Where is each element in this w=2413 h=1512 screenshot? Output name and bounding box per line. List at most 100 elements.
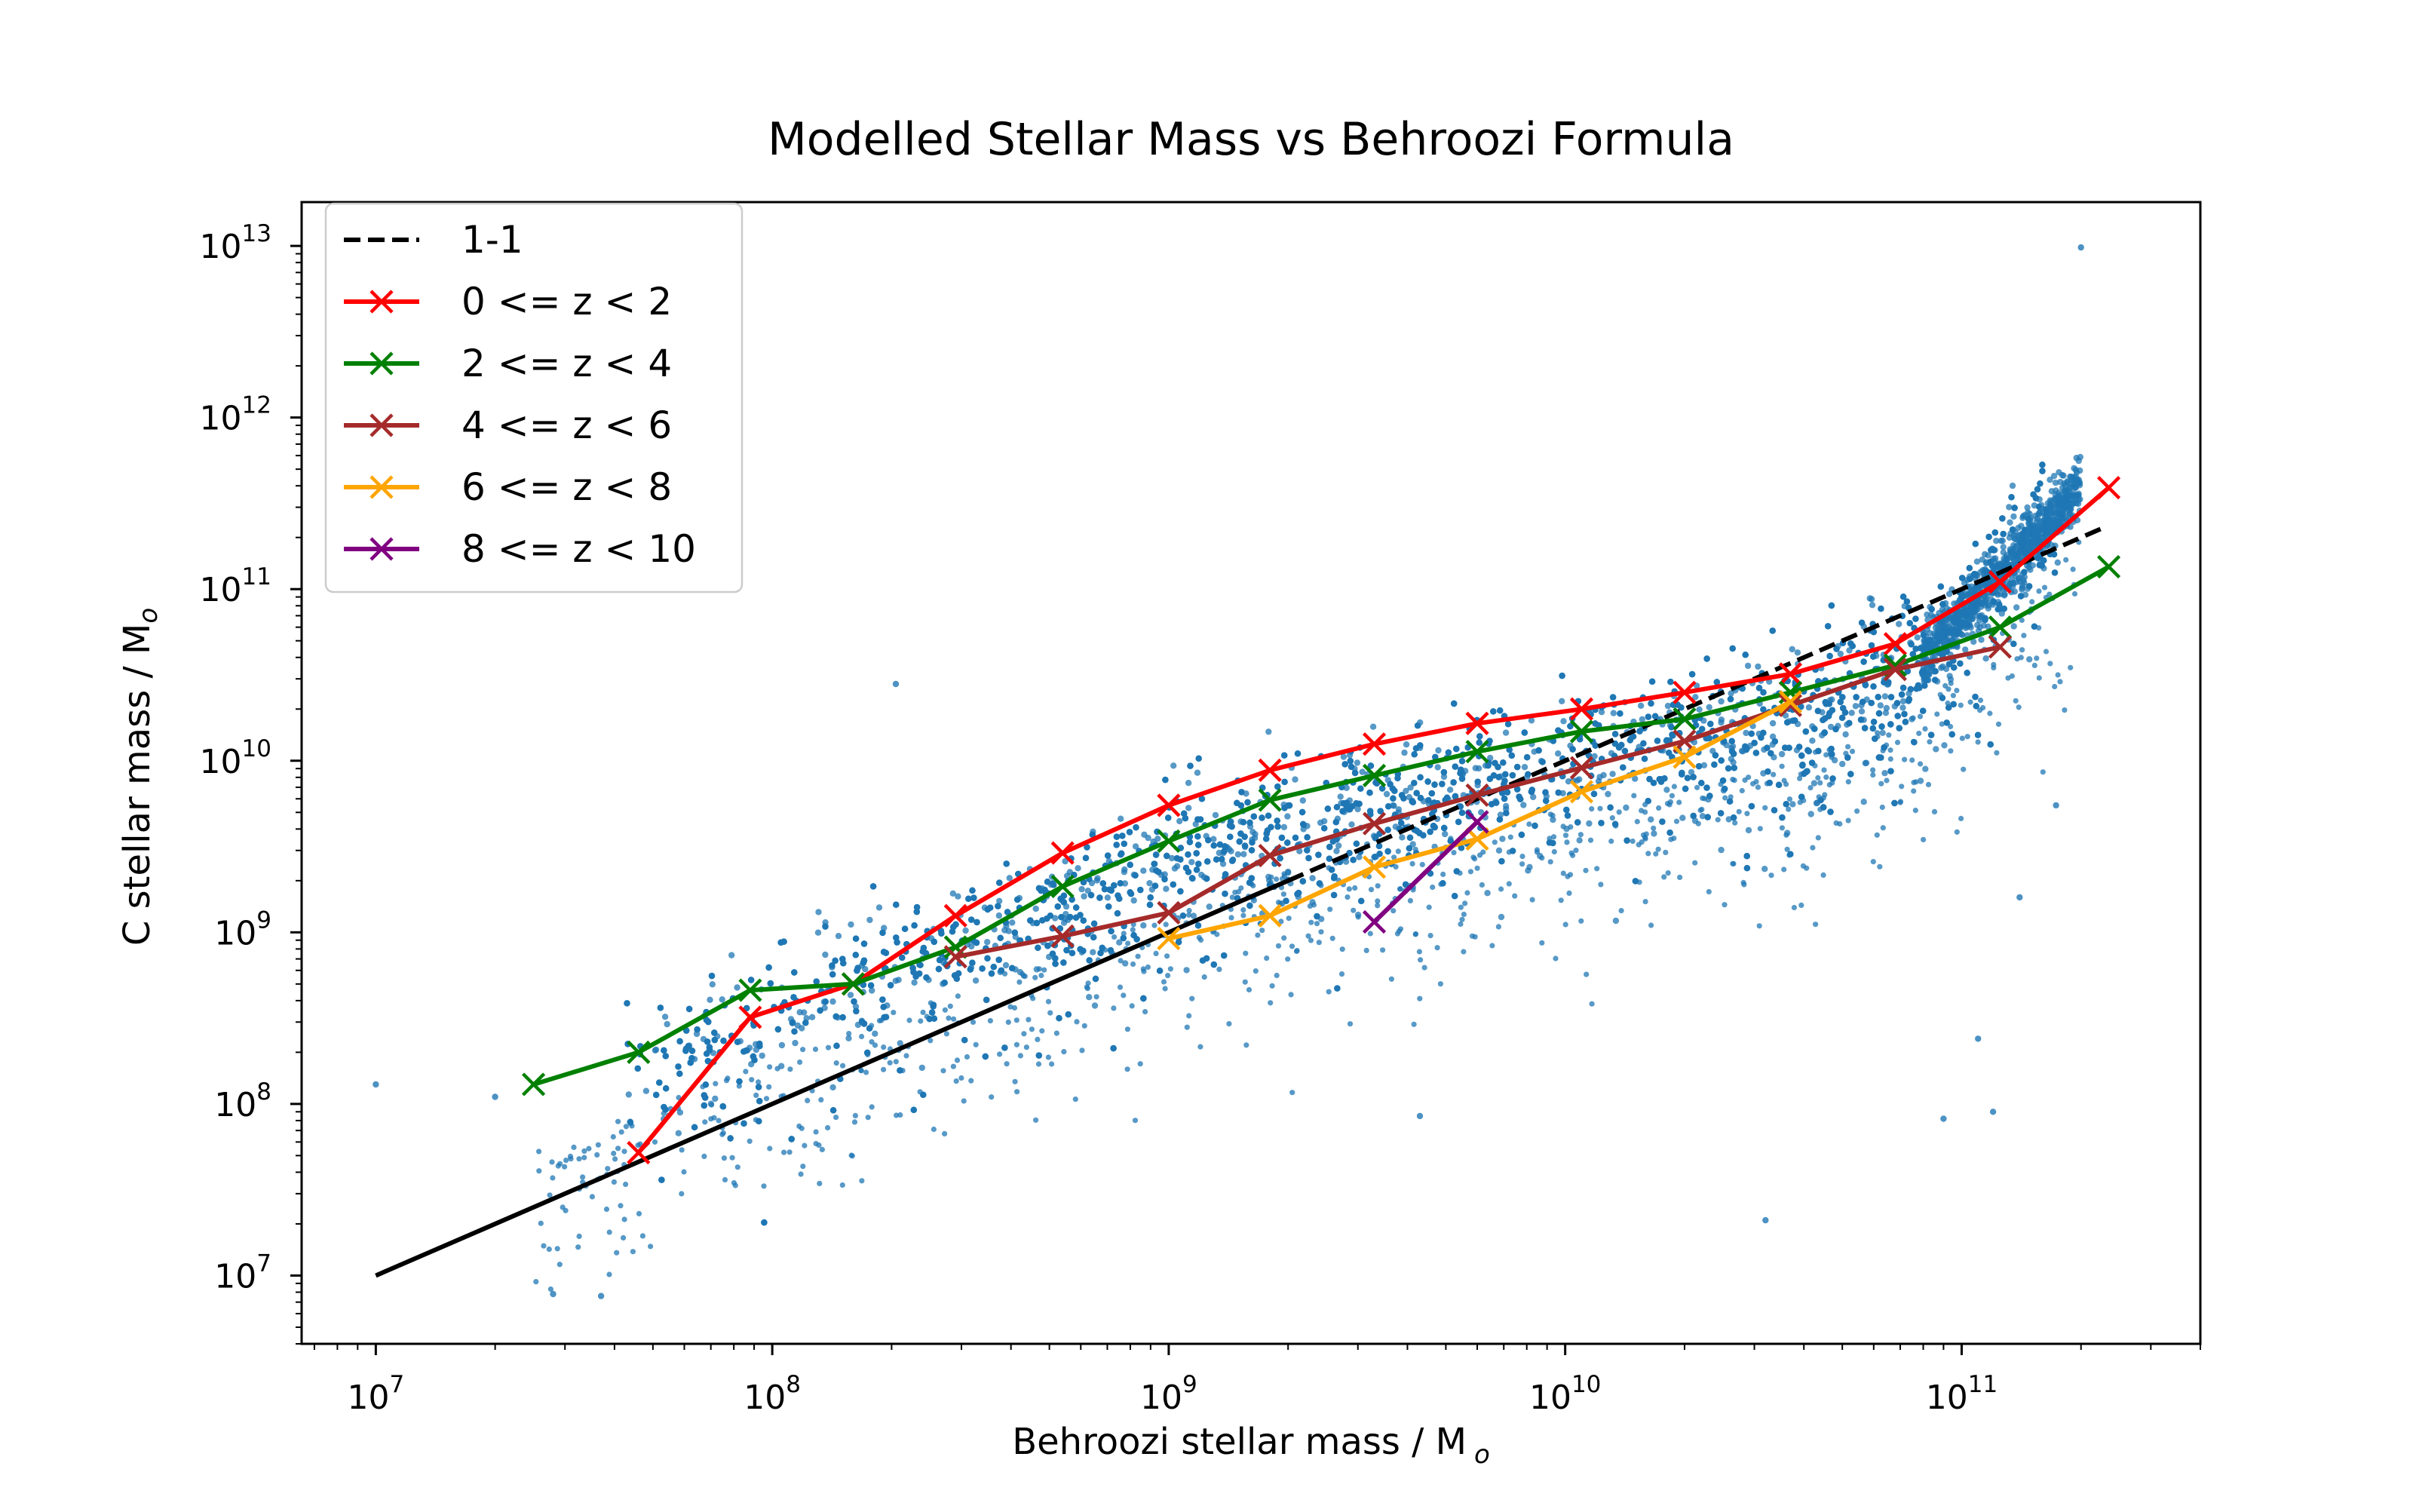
scatter-point: [2010, 623, 2017, 630]
scatter-point: [1870, 653, 1877, 660]
scatter-point: [1383, 790, 1390, 798]
scatter-point: [711, 1036, 718, 1044]
scatter-point: [1636, 728, 1643, 735]
scatter-point: [1371, 854, 1378, 860]
scatter-point: [765, 964, 772, 971]
scatter-point: [1528, 717, 1535, 724]
scatter-point: [1706, 793, 1713, 799]
scatter-point: [1072, 914, 1080, 922]
scatter-point: [1324, 805, 1332, 812]
scatter-point: [1972, 693, 1979, 701]
scatter-point: [1334, 985, 1341, 992]
scatter-point: [829, 998, 836, 1005]
scatter-point: [1417, 795, 1424, 802]
scatter-point: [2039, 462, 2046, 468]
scatter-point: [1567, 722, 1574, 730]
scatter-point: [1424, 778, 1431, 785]
scatter-point: [1047, 912, 1054, 919]
scatter-point: [1718, 716, 1725, 723]
scatter-point: [1474, 778, 1481, 785]
scatter-point: [1927, 731, 1935, 738]
scatter-point: [709, 981, 716, 988]
scatter-point: [1846, 719, 1853, 727]
scatter-point: [1120, 934, 1127, 942]
scatter-point: [1300, 820, 1307, 828]
scatter-point: [702, 1094, 709, 1101]
scatter-point: [1188, 875, 1196, 882]
scatter-point: [1663, 787, 1670, 793]
scatter-point: [1108, 887, 1115, 894]
scatter-point: [1982, 655, 1989, 662]
scatter-point: [1457, 803, 1464, 810]
scatter-point: [1090, 920, 1098, 928]
scatter-point: [1730, 759, 1737, 766]
scatter-point: [988, 970, 995, 977]
scatter-point: [694, 1026, 701, 1033]
scatter-point: [1878, 723, 1885, 730]
scatter-point: [1009, 919, 1016, 926]
scatter-point: [1826, 652, 1833, 660]
scatter-point: [1526, 863, 1533, 871]
scatter-point: [1912, 646, 1919, 652]
scatter-point: [839, 1014, 846, 1021]
scatter-point: [1179, 912, 1187, 919]
scatter-point: [1825, 623, 1832, 630]
scatter-point: [1500, 759, 1507, 766]
scatter-point: [1731, 765, 1737, 771]
scatter-point: [1920, 707, 1927, 714]
scatter-point: [1506, 747, 1513, 753]
scatter-point: [2006, 504, 2013, 511]
scatter-point: [1190, 912, 1197, 919]
scatter-point: [1499, 836, 1506, 842]
scatter-point: [2037, 480, 2044, 487]
scatter-point: [972, 977, 980, 984]
scatter-point: [1906, 696, 1913, 703]
scatter-point: [1391, 787, 1398, 794]
scatter-point: [1623, 837, 1630, 844]
scatter-point: [801, 1009, 808, 1016]
scatter-point: [1869, 602, 1876, 609]
scatter-point: [822, 951, 829, 958]
scatter-point: [1315, 851, 1322, 858]
scatter-point: [1084, 844, 1090, 851]
scatter-point: [984, 939, 991, 946]
scatter-point: [634, 1065, 641, 1072]
scatter-point: [1858, 619, 1866, 626]
scatter-point: [1524, 754, 1531, 761]
scatter-point: [751, 1057, 758, 1063]
scatter-point: [676, 1070, 683, 1078]
scatter-point: [1728, 738, 1735, 744]
scatter-point: [1121, 866, 1128, 873]
scatter-point: [1164, 852, 1170, 860]
scatter-point: [1403, 741, 1410, 748]
scatter-point: [759, 1052, 765, 1060]
scatter-point: [1621, 747, 1629, 755]
scatter-point: [1726, 798, 1734, 805]
scatter-point: [1294, 891, 1301, 897]
scatter-point: [1274, 823, 1281, 830]
scatter-point: [1729, 743, 1737, 750]
scatter-point: [1839, 760, 1846, 768]
scatter-point: [1978, 636, 1985, 643]
scatter-point: [1440, 773, 1448, 781]
scatter-point: [1798, 703, 1804, 710]
scatter-point: [1073, 904, 1080, 911]
scatter-point: [1140, 922, 1147, 929]
scatter-point: [1503, 802, 1510, 810]
scatter-point: [1846, 647, 1853, 654]
scatter-point: [1868, 596, 1875, 603]
scatter-point: [1092, 975, 1099, 983]
scatter-point: [1592, 720, 1599, 727]
scatter-point: [1485, 762, 1492, 769]
scatter-point: [1498, 913, 1505, 921]
scatter-point: [1108, 928, 1115, 935]
scatter-point: [1761, 866, 1768, 873]
scatter-point: [1860, 698, 1866, 705]
scatter-point: [1748, 802, 1755, 810]
scatter-point: [1771, 738, 1778, 745]
scatter-point: [1294, 750, 1302, 757]
scatter-point: [1004, 909, 1011, 915]
scatter-point: [1304, 834, 1311, 841]
scatter-point: [1646, 775, 1653, 783]
scatter-point: [734, 1038, 741, 1045]
